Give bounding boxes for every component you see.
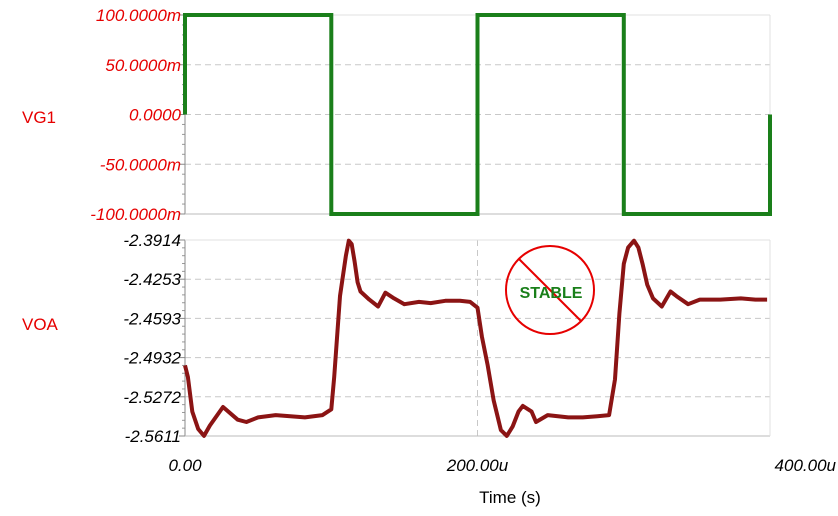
x-tick-label: 0.00 [168,456,202,475]
voa-y-tick-label: -2.4932 [123,349,181,368]
voa-grid [184,239,771,437]
vg1-y-tick-label: 0.0000 [129,106,182,125]
stable-badge-text: STABLE [520,285,583,302]
voa-y-tick-label: -2.5272 [123,388,181,407]
voa-y-tick-label: -2.4253 [123,270,181,289]
voa-y-tick-labels: -2.3914 -2.4253 -2.4593 -2.4932 -2.5272 -2.56… [123,231,181,446]
vg1-y-tick-label: 50.0000m [105,56,181,75]
stable-badge: STABLE [505,245,595,335]
vg1-y-tick-label: -100.0000m [90,205,181,224]
vg1-y-tick-labels: 100.0000m 50.0000m 0.0000 -50.0000m -100.000… [90,6,181,224]
x-tick-labels: 0.00 200.00u 400.00u [168,456,836,475]
voa-panel [179,239,771,437]
stable-badge-circle [505,245,595,335]
voa-series-line [183,238,768,438]
x-axis-title: Time (s) [479,488,541,507]
vg1-y-tick-label: 100.0000m [96,6,181,25]
voa-y-tick-label: -2.4593 [123,309,181,328]
vg1-y-tick-label: -50.0000m [100,155,181,174]
voa-signal-label: VOA [22,315,59,334]
voa-y-tick-label: -2.5611 [125,427,181,446]
voa-y-tick-label: -2.3914 [123,231,181,250]
x-tick-label: 200.00u [446,456,509,475]
x-tick-label: 400.00u [775,456,837,475]
vg1-signal-label: VG1 [22,108,56,127]
vg1-series-line [183,13,772,216]
stable-badge-slash [518,258,582,322]
